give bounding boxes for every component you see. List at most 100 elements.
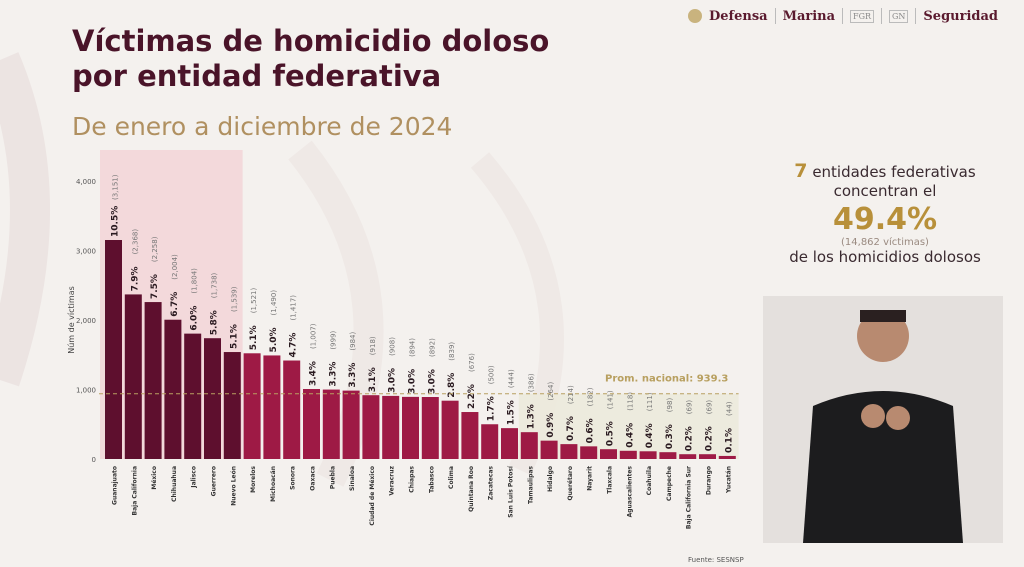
bar: [659, 452, 677, 459]
bar: [699, 454, 716, 459]
bar: [322, 389, 340, 459]
bar: [382, 395, 400, 459]
bar-value-label: (1,539): [230, 286, 238, 312]
bar-value-label: (141): [607, 390, 615, 409]
bar: [600, 449, 617, 459]
bar: [421, 397, 439, 459]
bar-value-label: (839): [448, 342, 456, 361]
summary-panel: 7 entidades federativas concentran el 49…: [760, 160, 1010, 266]
bar-value-label: (2,368): [131, 229, 139, 255]
x-category-label: San Luis Potosí: [508, 465, 515, 518]
bar-value-label: (1,007): [310, 323, 318, 349]
bar-value-label: (111): [646, 392, 654, 411]
bar-percent-label: 0.9%: [546, 413, 556, 438]
bar-value-label: (118): [626, 392, 634, 411]
bar-value-label: (894): [409, 338, 417, 357]
bar-value-label: (2,258): [151, 236, 159, 262]
bar-value-label: (182): [587, 387, 595, 406]
x-category-label: Ciudad de México: [369, 466, 376, 526]
bar: [184, 333, 202, 459]
x-category-label: Sonora: [290, 466, 297, 490]
bar-value-label: (1,738): [211, 272, 219, 298]
bar-value-label: (1,417): [290, 295, 298, 321]
x-category-label: Campeche: [666, 466, 673, 501]
bar-value-label: (69): [706, 400, 714, 415]
bar-percent-label: 7.9%: [130, 266, 140, 291]
bar: [540, 440, 558, 459]
bar-percent-label: 3.3%: [348, 363, 358, 388]
bar-value-label: (984): [349, 332, 357, 351]
bar-value-label: (1,490): [270, 290, 278, 316]
bar-percent-label: 1.3%: [526, 404, 536, 429]
x-category-label: Guerrero: [211, 466, 218, 496]
bar-percent-label: 2.8%: [447, 373, 457, 398]
bar-percent-label: 0.4%: [625, 423, 635, 448]
bar-percent-label: 0.3%: [665, 424, 675, 449]
bar-percent-label: 10.5%: [111, 206, 121, 237]
bar-value-label: (214): [567, 385, 575, 404]
bar: [223, 352, 241, 459]
logo-defensa: Defensa: [708, 8, 768, 24]
x-category-label: Zacatecas: [488, 466, 495, 501]
bar-percent-label: 3.0%: [427, 369, 437, 394]
bar-percent-label: 5.1%: [249, 325, 259, 350]
y-tick-label: 0: [92, 456, 96, 464]
bar-percent-label: 3.0%: [388, 368, 398, 393]
bar-percent-label: 0.4%: [645, 423, 655, 448]
bar-percent-label: 3.3%: [328, 362, 338, 387]
x-category-label: Baja California: [131, 466, 138, 515]
bar: [402, 396, 419, 459]
x-category-label: Tamaulipas: [527, 466, 534, 504]
bar-value-label: (69): [686, 400, 694, 415]
bar: [303, 389, 320, 459]
x-category-label: Querétaro: [567, 466, 574, 500]
bar-percent-label: 0.5%: [606, 421, 616, 446]
bar-value-label: (264): [547, 382, 555, 401]
logo-seguridad: Seguridad: [923, 8, 998, 24]
seal-icon: [687, 9, 702, 23]
bar-value-label: (98): [666, 398, 674, 413]
bar-percent-label: 0.1%: [724, 428, 734, 453]
bar: [144, 302, 162, 459]
y-tick-label: 4,000: [76, 178, 96, 186]
bar-value-label: (500): [488, 365, 496, 384]
bar: [283, 360, 301, 459]
logo-gn: GN: [889, 9, 909, 23]
bar-percent-label: 5.0%: [269, 327, 279, 352]
x-category-label: México: [151, 466, 158, 490]
divider: [774, 8, 776, 24]
bar-value-label: (3,151): [112, 174, 120, 200]
bar-value-label: (444): [508, 369, 516, 388]
bar-value-label: (908): [389, 337, 397, 356]
x-category-label: Nuevo León: [230, 466, 237, 506]
bar-percent-label: 1.7%: [487, 396, 497, 421]
bar-percent-label: 1.5%: [507, 400, 517, 425]
y-axis-label: Núm de víctimas: [67, 286, 76, 354]
bar-value-label: (44): [725, 401, 733, 416]
x-category-label: Michoacán: [270, 466, 277, 502]
x-category-label: Guanajuato: [112, 466, 119, 505]
bar-percent-label: 2.2%: [467, 384, 477, 409]
bar: [441, 400, 459, 459]
x-category-label: Hidalgo: [547, 466, 554, 492]
page-subtitle: De enero a diciembre de 2024: [72, 112, 453, 141]
bar-value-label: (676): [468, 353, 476, 372]
bar: [204, 338, 221, 459]
bar-percent-label: 0.2%: [705, 426, 715, 451]
x-category-label: Tabasco: [428, 466, 435, 493]
bar-value-label: (999): [329, 330, 337, 349]
divider: [881, 8, 883, 24]
bar-value-label: (386): [527, 373, 535, 392]
x-category-label: Jalisco: [191, 466, 198, 489]
logo-fgr: FGR: [850, 9, 875, 23]
bar-value-label: (1,521): [250, 288, 258, 314]
y-tick-label: 2,000: [76, 317, 96, 325]
bar-percent-label: 3.4%: [309, 361, 319, 386]
x-category-label: Sinaloa: [349, 466, 356, 491]
bar: [619, 450, 637, 459]
x-category-label: Chiapas: [409, 466, 416, 493]
bar: [342, 390, 360, 459]
agency-logos: Defensa Marina FGR GN Seguridad: [687, 8, 998, 24]
summary-line1: entidades federativas: [812, 163, 976, 181]
bar-percent-label: 5.1%: [229, 324, 239, 349]
